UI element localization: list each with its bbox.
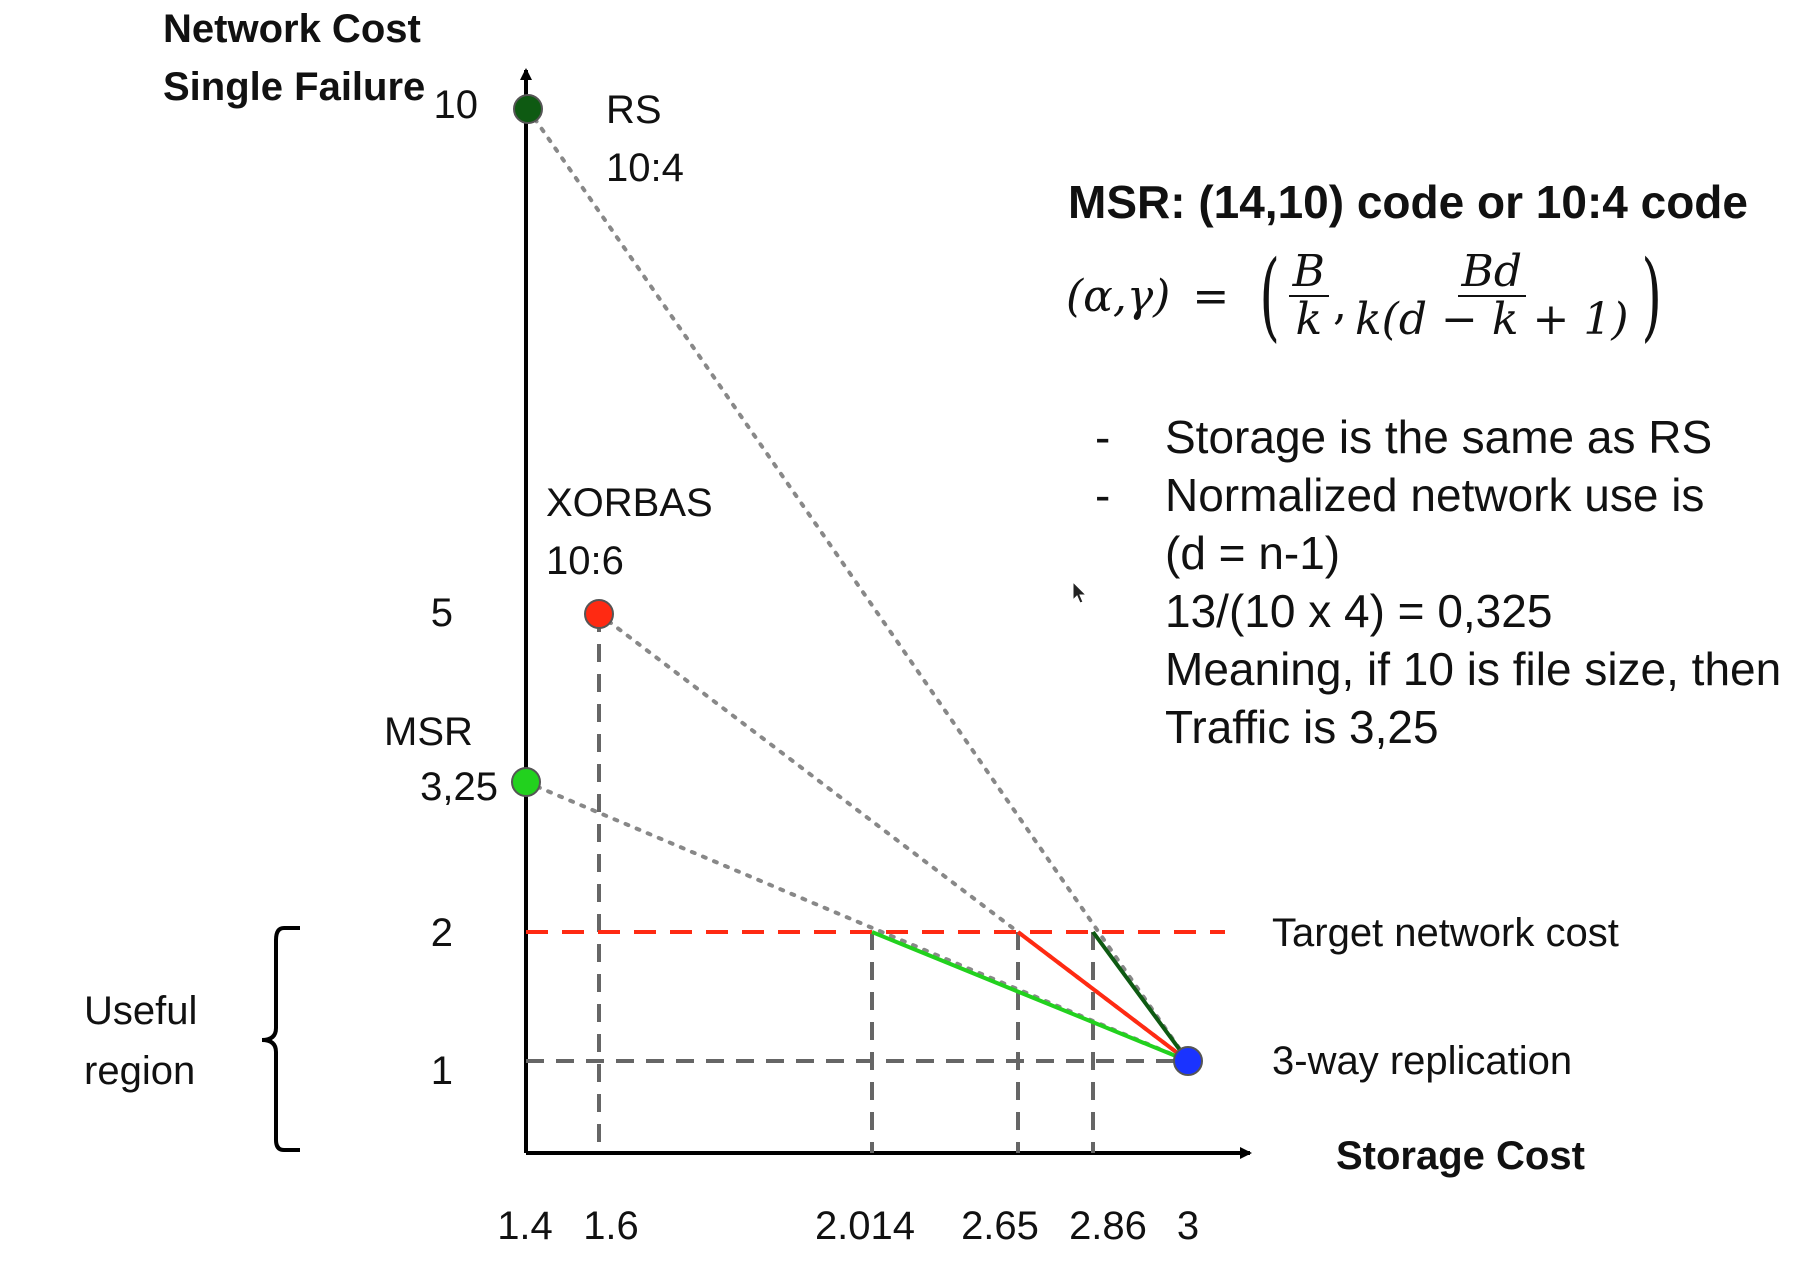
- xorbas-solid-segment: [1016, 930, 1190, 1063]
- y-tick-10: 10: [434, 83, 479, 127]
- useful-region-brace: [261, 926, 300, 1152]
- y-axis-title-line2: Single Failure: [163, 65, 425, 109]
- x-tick-2.014: 2.014: [815, 1204, 915, 1248]
- xorbas-label: XORBAS: [546, 481, 713, 525]
- msr-solid-segment: [871, 930, 1189, 1063]
- replication-label: 3-way replication: [1272, 1039, 1572, 1083]
- rs-label: RS: [606, 88, 662, 132]
- y-tick-2: 2: [431, 911, 453, 955]
- x-tick-1.6: 1.6: [583, 1204, 639, 1248]
- rs-point: [513, 94, 543, 124]
- msr-label: MSR: [384, 710, 473, 754]
- xorbas-point: [584, 599, 614, 629]
- y-tick-1: 1: [431, 1049, 453, 1093]
- mouse-cursor-icon: [1072, 580, 1088, 604]
- useful-region-label-line2: region: [84, 1049, 195, 1093]
- rs-params-label: 10:4: [606, 146, 684, 190]
- msr-value-label: 3,25: [420, 765, 498, 809]
- x-tick-2.86: 2.86: [1069, 1204, 1147, 1248]
- rs-solid-segment: [1091, 930, 1190, 1063]
- xorbas-params-label: 10:6: [546, 539, 624, 583]
- replication-point: [1173, 1046, 1203, 1076]
- rs-tradeoff-dotted-line: [526, 107, 1190, 1063]
- y-axis-title-line1: Network Cost: [163, 7, 421, 51]
- x-tick-3: 3: [1177, 1204, 1199, 1248]
- x-tick-2.65: 2.65: [961, 1204, 1039, 1248]
- x-axis-title: Storage Cost: [1336, 1134, 1585, 1178]
- msr-point: [511, 767, 541, 797]
- useful-region-label-line1: Useful: [84, 989, 197, 1033]
- target-network-cost-label: Target network cost: [1272, 911, 1619, 955]
- y-tick-5: 5: [431, 591, 453, 635]
- x-tick-1.4: 1.4: [497, 1204, 553, 1248]
